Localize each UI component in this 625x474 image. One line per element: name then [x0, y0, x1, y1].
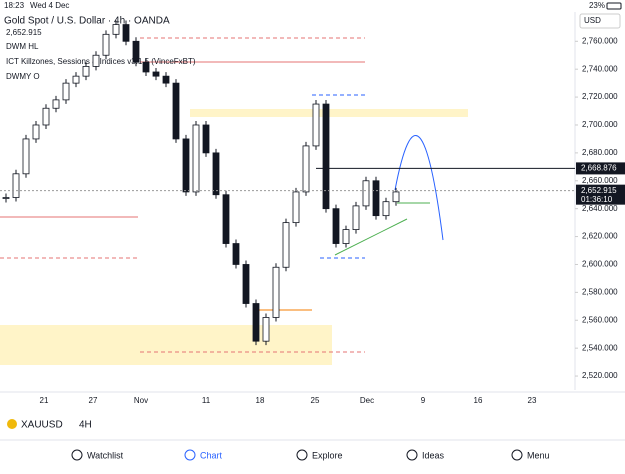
candle [362, 180, 370, 207]
candle [42, 107, 50, 126]
arrow [334, 218, 408, 256]
candle [212, 152, 220, 196]
candle [342, 229, 350, 244]
candle [372, 180, 380, 217]
y-tick-label: 2,660.000 [582, 176, 618, 185]
candle [192, 124, 200, 193]
symbol-icon [7, 419, 17, 429]
status-time: 18:23 [4, 1, 25, 10]
x-tick-label: 27 [89, 396, 98, 405]
currency-select[interactable] [579, 13, 621, 29]
toolbar-interval[interactable]: 4H [79, 420, 92, 431]
candle [132, 40, 140, 63]
candle [232, 243, 240, 265]
candle [392, 191, 400, 203]
y-tick-label: 2,760.000 [582, 36, 618, 45]
candle [242, 264, 250, 304]
y-tick-label: 2,520.000 [582, 371, 618, 380]
nav-icon[interactable] [71, 449, 83, 461]
candle [112, 24, 120, 35]
nav-item[interactable]: Ideas [422, 450, 445, 460]
nav-icon[interactable] [406, 449, 418, 461]
candle [302, 145, 310, 193]
candle [52, 99, 60, 109]
candle [292, 191, 300, 224]
indicator: DWMY O [6, 72, 40, 81]
price-tag-label: 2,668.876 [581, 164, 617, 173]
candle [352, 205, 360, 230]
price-tag [576, 162, 625, 175]
candle [142, 61, 150, 73]
y-tick-label: 2,600.000 [582, 260, 618, 269]
x-tick-label: 9 [421, 396, 426, 405]
x-tick-label: 18 [256, 396, 265, 405]
battery: 23% [589, 1, 605, 10]
y-tick-label: 2,580.000 [582, 287, 618, 296]
nav-icon[interactable] [511, 449, 523, 461]
candle [262, 317, 270, 342]
currency: USD [584, 16, 601, 25]
y-tick-label: 2,700.000 [582, 120, 618, 129]
x-tick-label: Nov [134, 396, 148, 405]
y-tick-label: 2,740.000 [582, 64, 618, 73]
nav-icon[interactable] [184, 449, 196, 461]
legend-price: 2,652.915 [6, 28, 42, 37]
candle [312, 103, 320, 147]
candle [382, 201, 390, 217]
candle [332, 208, 340, 244]
x-tick-label: 11 [202, 396, 211, 405]
toolbar-symbol[interactable]: XAUUSD [21, 420, 63, 431]
candle [122, 24, 130, 42]
candle [32, 124, 40, 140]
candle [252, 303, 260, 342]
candle [102, 33, 110, 56]
battery-icon [606, 2, 622, 10]
indicator: DWM HL [6, 42, 39, 51]
x-tick-label: 16 [474, 396, 483, 405]
indicator: ICT Killzones, Sessions & Indices v3.1.5… [6, 57, 196, 66]
nav-item[interactable]: Chart [200, 450, 223, 460]
nav-item[interactable]: Watchlist [87, 450, 124, 460]
x-tick-label: 21 [40, 396, 49, 405]
x-tick-label: 23 [528, 396, 537, 405]
candle [172, 82, 180, 140]
y-tick-label: 2,560.000 [582, 315, 618, 324]
symbol-title: Gold Spot / U.S. Dollar · 4h · OANDA [4, 16, 170, 27]
candle [12, 173, 20, 198]
candle [152, 71, 160, 77]
y-tick-label: 2,540.000 [582, 343, 618, 352]
status-date: Wed 4 Dec [30, 1, 69, 10]
y-tick-label: 2,640.000 [582, 204, 618, 213]
nav-item[interactable]: Explore [312, 450, 343, 460]
y-tick-label: 2,620.000 [582, 232, 618, 241]
candle [92, 54, 100, 67]
candle [162, 75, 170, 84]
candle [182, 138, 190, 193]
candle [62, 82, 70, 101]
candle [202, 124, 210, 154]
candle [272, 266, 280, 318]
candle [2, 197, 10, 199]
countdown: 01:36:10 [581, 195, 613, 204]
zone [0, 325, 332, 365]
candle [22, 138, 30, 175]
x-tick-label: 25 [311, 396, 320, 405]
candle [72, 75, 80, 84]
toolbar [0, 410, 625, 438]
y-tick-label: 2,680.000 [582, 148, 618, 157]
candle [322, 103, 330, 210]
candle [222, 194, 230, 244]
candle [282, 222, 290, 268]
price-tag [576, 184, 625, 205]
nav-item[interactable]: Menu [527, 450, 550, 460]
y-tick-label: 2,720.000 [582, 92, 618, 101]
nav-icon[interactable] [296, 449, 308, 461]
x-tick-label: Dec [360, 396, 374, 405]
candle [82, 65, 90, 77]
price-tag-label: 2,652.915 [581, 186, 617, 195]
projection [394, 135, 444, 241]
